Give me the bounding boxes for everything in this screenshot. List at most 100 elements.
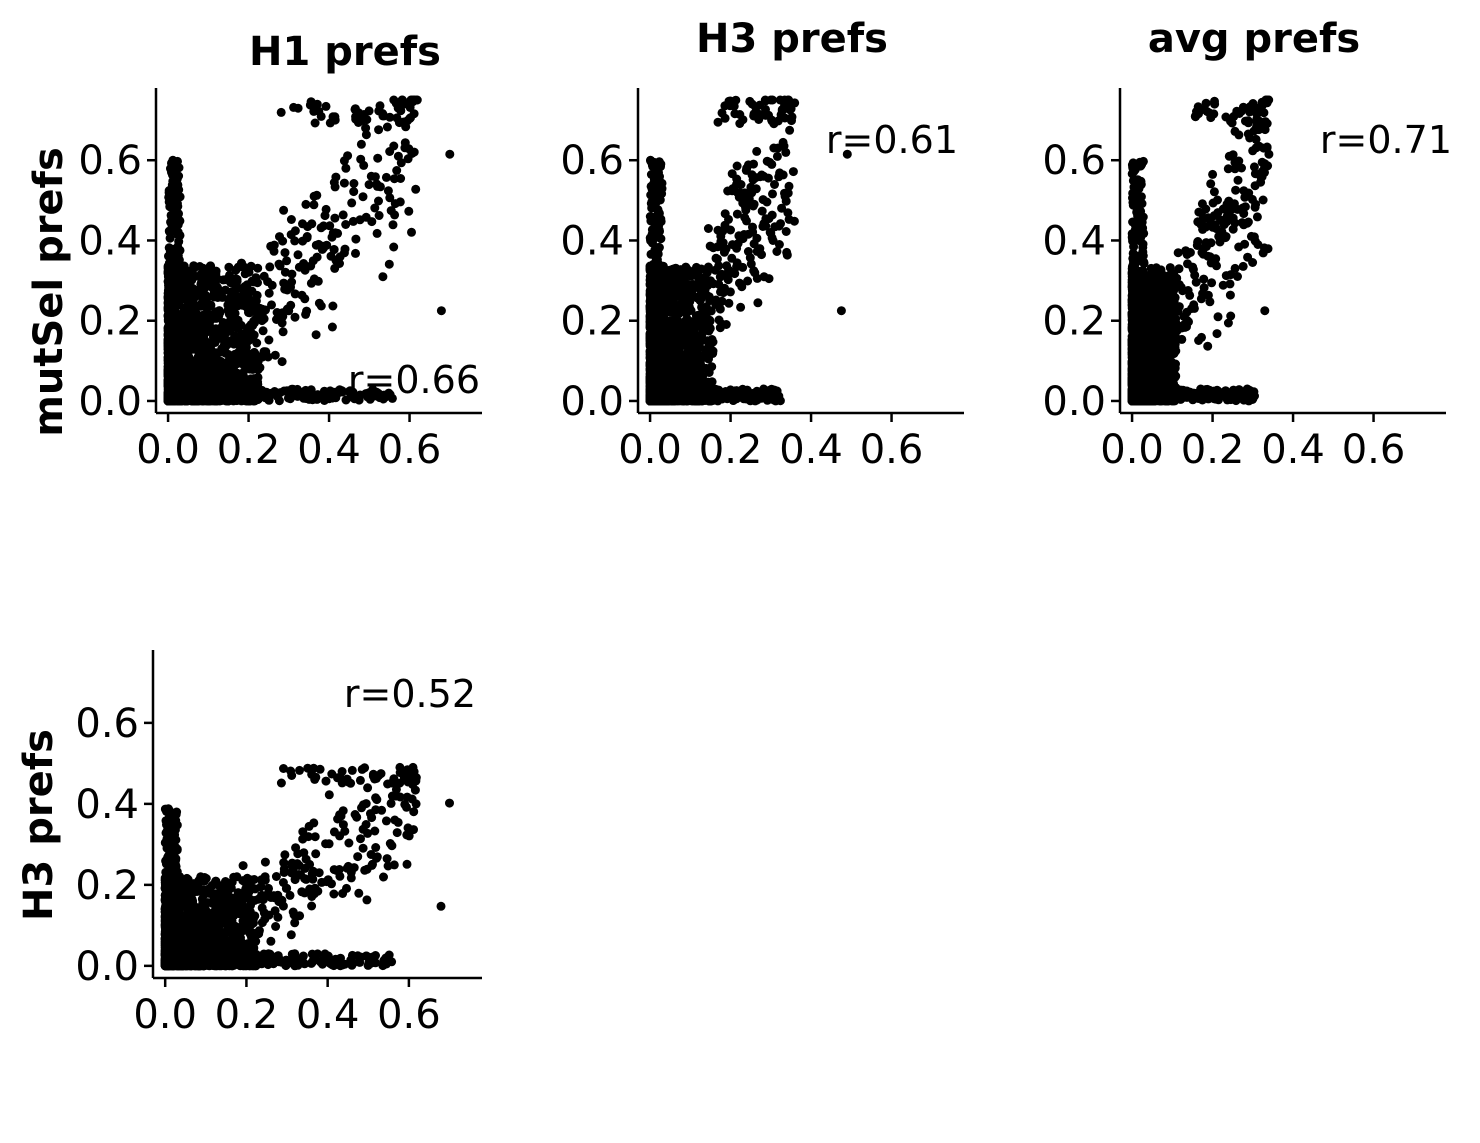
data-point xyxy=(385,193,395,203)
data-point xyxy=(194,367,204,376)
data-point xyxy=(682,389,692,398)
data-point xyxy=(407,227,416,237)
data-point xyxy=(290,312,300,322)
data-point xyxy=(335,385,345,395)
data-point xyxy=(726,225,735,235)
data-point xyxy=(309,200,319,210)
y-tick-label: 0.0 xyxy=(78,379,142,425)
data-point xyxy=(649,366,659,375)
data-point xyxy=(173,297,183,307)
data-point xyxy=(370,172,380,182)
data-point xyxy=(206,282,216,292)
data-point xyxy=(255,363,265,373)
data-point xyxy=(223,349,233,359)
data-point xyxy=(270,350,280,360)
data-point xyxy=(280,248,290,258)
data-point xyxy=(190,271,200,281)
data-point xyxy=(201,384,210,394)
data-point xyxy=(375,101,385,111)
data-point xyxy=(648,217,658,226)
scatter-panel-h1-vs-mutsel: H1 prefs mutSel prefs 0.00.00.20.20.40.4… xyxy=(26,29,482,473)
data-point xyxy=(703,224,713,233)
data-point xyxy=(667,359,677,369)
data-point xyxy=(388,220,398,230)
data-point xyxy=(321,204,331,214)
data-point xyxy=(333,228,343,238)
data-point xyxy=(701,316,711,326)
data-point xyxy=(773,116,783,126)
data-point xyxy=(301,394,311,403)
data-point xyxy=(195,377,205,387)
data-point xyxy=(656,384,666,394)
data-point xyxy=(286,215,296,224)
data-point xyxy=(233,350,243,360)
data-points xyxy=(645,95,852,406)
data-point xyxy=(278,327,288,337)
data-point xyxy=(732,258,742,268)
data-point xyxy=(301,309,311,319)
data-point xyxy=(341,163,351,173)
data-point xyxy=(173,180,183,190)
data-point xyxy=(249,347,259,357)
data-point xyxy=(252,338,262,348)
data-point xyxy=(280,267,290,277)
data-point xyxy=(339,178,349,188)
data-point xyxy=(407,149,417,158)
data-point xyxy=(187,394,197,404)
data-point xyxy=(275,232,284,242)
data-point xyxy=(279,278,289,288)
data-point xyxy=(748,227,758,237)
data-point xyxy=(328,301,338,311)
data-point xyxy=(314,106,324,116)
data-point xyxy=(165,327,175,337)
data-point xyxy=(341,395,351,405)
data-point xyxy=(657,361,667,371)
data-point xyxy=(272,392,282,401)
data-point xyxy=(759,272,769,282)
data-point xyxy=(313,276,323,286)
data-point xyxy=(238,368,248,378)
data-point xyxy=(222,393,232,403)
data-point xyxy=(185,266,194,276)
data-point xyxy=(411,184,421,194)
data-point xyxy=(257,314,267,323)
data-point xyxy=(768,236,778,245)
data-point xyxy=(754,115,764,124)
data-point xyxy=(646,269,656,279)
data-point xyxy=(311,330,321,340)
data-point xyxy=(686,366,696,376)
data-point xyxy=(168,355,178,365)
data-point xyxy=(279,386,289,396)
data-point xyxy=(705,296,715,306)
data-point xyxy=(175,216,185,226)
data-point xyxy=(389,174,399,184)
data-point xyxy=(319,221,329,231)
data-point xyxy=(395,197,405,207)
data-point xyxy=(230,298,239,308)
data-point xyxy=(203,312,213,322)
data-point xyxy=(312,190,322,200)
data-point xyxy=(676,329,686,339)
data-point xyxy=(183,284,193,294)
data-point xyxy=(361,123,371,133)
x-tick-label: 0.4 xyxy=(297,427,361,473)
data-point xyxy=(721,244,731,254)
data-point xyxy=(836,306,846,316)
data-points xyxy=(1127,95,1274,406)
data-point xyxy=(648,162,658,172)
correlation-annotation: r=0.66 xyxy=(348,358,480,402)
data-point xyxy=(714,279,724,289)
data-point xyxy=(217,324,227,333)
data-point xyxy=(741,205,751,215)
x-tick-label: 0.2 xyxy=(217,427,281,473)
data-points xyxy=(163,95,455,406)
data-point xyxy=(400,143,410,153)
data-point xyxy=(740,192,749,202)
data-point xyxy=(745,253,755,263)
data-point xyxy=(753,298,763,308)
data-point xyxy=(298,219,307,229)
data-point xyxy=(170,318,180,328)
data-point xyxy=(317,244,327,254)
data-point xyxy=(290,289,300,299)
data-point xyxy=(381,172,391,182)
